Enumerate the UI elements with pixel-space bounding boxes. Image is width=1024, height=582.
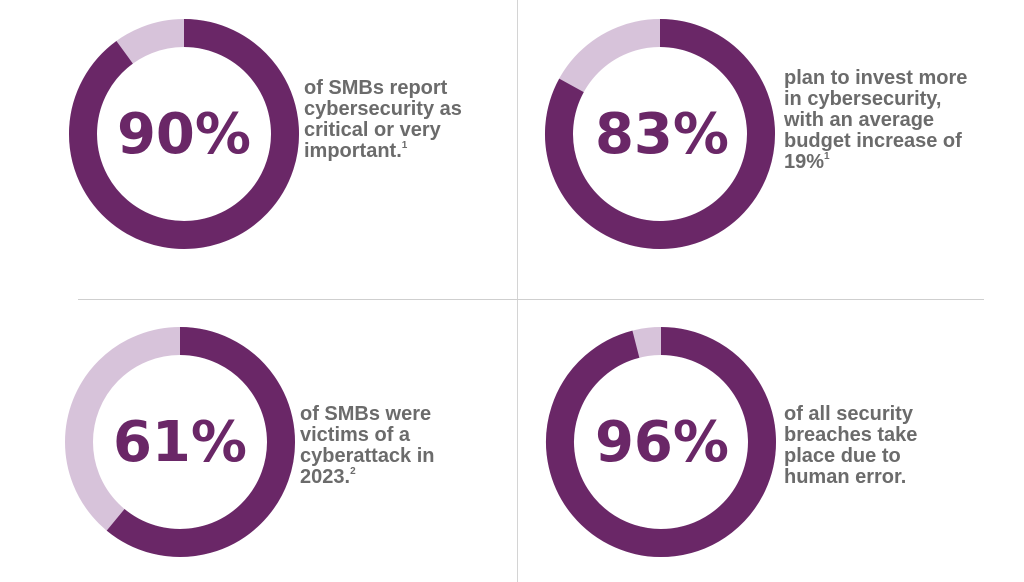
donut-value-arc-4 (546, 327, 776, 557)
caption-text-3: of SMBs were victims of a cyberattack in… (300, 403, 435, 488)
footnote-marker-2: 1 (824, 151, 830, 162)
donut-svg-2: 83% (545, 19, 775, 249)
percent-label-4: 96% (595, 410, 729, 475)
stat-caption-2: plan to invest more in cybersecurity, wi… (784, 68, 967, 173)
donut-chart-1: 90% (68, 18, 300, 250)
donut-svg-3: 61% (65, 327, 295, 557)
donut-svg-4: 96% (546, 327, 776, 557)
percent-label-1: 90% (117, 102, 251, 167)
donut-value-arc-2 (545, 19, 775, 249)
donut-chart-2: 83% (544, 18, 776, 250)
stat-caption-3: of SMBs were victims of a cyberattack in… (300, 404, 435, 488)
vertical-divider (517, 0, 518, 582)
horizontal-divider (78, 299, 984, 300)
footnote-marker-3: 2 (350, 466, 356, 477)
donut-value-arc-1 (69, 19, 299, 249)
footnote-marker-1: 1 (401, 140, 408, 151)
donut-chart-3: 61% (64, 326, 296, 558)
donut-chart-4: 96% (545, 326, 777, 558)
stat-caption-4: of all security breaches take place due … (784, 404, 917, 488)
caption-text-1: of SMBs report cybersecurity as critical… (304, 77, 462, 162)
stat-caption-1: of SMBs report cybersecurity as critical… (304, 78, 462, 162)
percent-label-3: 61% (113, 410, 247, 475)
caption-text-4: of all security breaches take place due … (784, 403, 918, 488)
donut-value-arc-3 (106, 327, 295, 557)
percent-label-2: 83% (595, 102, 729, 167)
caption-text-2: plan to invest more in cybersecurity, wi… (784, 67, 968, 173)
donut-svg-1: 90% (69, 19, 299, 249)
